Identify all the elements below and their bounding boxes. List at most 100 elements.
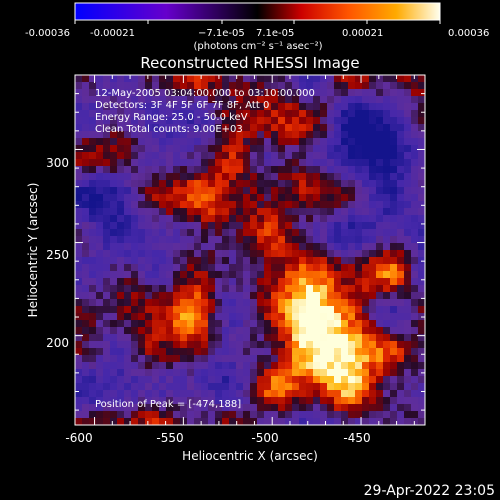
heatmap-cell [383,159,391,167]
heatmap-cell [348,418,356,425]
heatmap-cell [257,271,265,279]
heatmap-cell [96,362,104,370]
heatmap-cell [418,124,425,132]
heatmap-cell [89,138,97,146]
heatmap-cell [110,110,118,118]
heatmap-cell [229,299,237,307]
heatmap-cell [418,250,425,258]
heatmap-cell [152,292,160,300]
heatmap-cell [194,236,202,244]
heatmap-cell [166,418,174,425]
heatmap-cell [96,117,104,125]
heatmap-cell [397,334,405,342]
heatmap-cell [173,166,181,174]
heatmap-cell [75,117,83,125]
heatmap-cell [194,383,202,391]
heatmap-cell [348,222,356,230]
heatmap-cell [257,103,265,111]
heatmap-cell [243,397,251,405]
heatmap-cell [103,390,111,398]
heatmap-cell [411,152,419,160]
heatmap-cell [173,131,181,139]
heatmap-cell [173,103,181,111]
heatmap-cell [355,348,363,356]
heatmap-cell [243,383,251,391]
heatmap-cell [236,418,244,425]
heatmap-cell [82,257,90,265]
heatmap-cell [250,355,258,363]
heatmap-cell [124,292,132,300]
heatmap-cell [362,383,370,391]
heatmap-cell [117,334,125,342]
heatmap-cell [292,208,300,216]
heatmap-cell [201,222,209,230]
heatmap-cell [96,75,104,83]
heatmap-cell [131,243,139,251]
heatmap-cell [271,355,279,363]
heatmap-cell [320,334,328,342]
heatmap-cell [222,299,230,307]
heatmap-cell [187,285,195,293]
heatmap-cell [271,243,279,251]
heatmap-cell [180,222,188,230]
heatmap-cell [334,236,342,244]
heatmap-cell [390,222,398,230]
heatmap-cell [82,145,90,153]
heatmap-cell [271,75,279,83]
heatmap-cell [229,159,237,167]
heatmap-cell [201,418,209,425]
heatmap-cell [257,173,265,181]
heatmap-cell [96,341,104,349]
heatmap-cell [201,285,209,293]
heatmap-cell [327,313,335,321]
heatmap-cell [397,117,405,125]
heatmap-cell [201,355,209,363]
heatmap-cell [229,208,237,216]
heatmap-cell [397,222,405,230]
heatmap-cell [390,264,398,272]
heatmap-cell [299,222,307,230]
heatmap-cell [201,348,209,356]
heatmap-cell [362,117,370,125]
heatmap-cell [187,187,195,195]
heatmap-cell [383,117,391,125]
heatmap-cell [327,390,335,398]
heatmap-cell [82,82,90,90]
heatmap-cell [306,159,314,167]
heatmap-cell [89,341,97,349]
heatmap-cell [208,264,216,272]
heatmap-cell [215,201,223,209]
heatmap-cell [145,264,153,272]
heatmap-cell [285,180,293,188]
heatmap-cell [404,292,412,300]
heatmap-cell [278,166,286,174]
heatmap-cell [208,89,216,97]
heatmap-cell [313,334,321,342]
heatmap-cell [313,208,321,216]
heatmap-cell [110,250,118,258]
heatmap-cell [215,131,223,139]
colorbar-tick-label: -0.00021 [90,28,135,39]
heatmap-cell [82,418,90,425]
heatmap-cell [376,194,384,202]
heatmap-cell [369,222,377,230]
heatmap-cell [131,418,139,425]
heatmap-cell [138,411,146,419]
heatmap-cell [404,397,412,405]
heatmap-cell [341,208,349,216]
heatmap-cell [271,418,279,425]
heatmap-cell [334,159,342,167]
heatmap-cell [222,334,230,342]
heatmap-cell [194,306,202,314]
heatmap-cell [390,145,398,153]
heatmap-cell [341,180,349,188]
heatmap-cell [75,222,83,230]
heatmap-cell [320,159,328,167]
heatmap-cell [152,187,160,195]
heatmap-cell [208,278,216,286]
heatmap-cell [257,250,265,258]
heatmap-cell [201,110,209,118]
heatmap-cell [341,124,349,132]
heatmap-cell [110,187,118,195]
heatmap-cell [271,285,279,293]
